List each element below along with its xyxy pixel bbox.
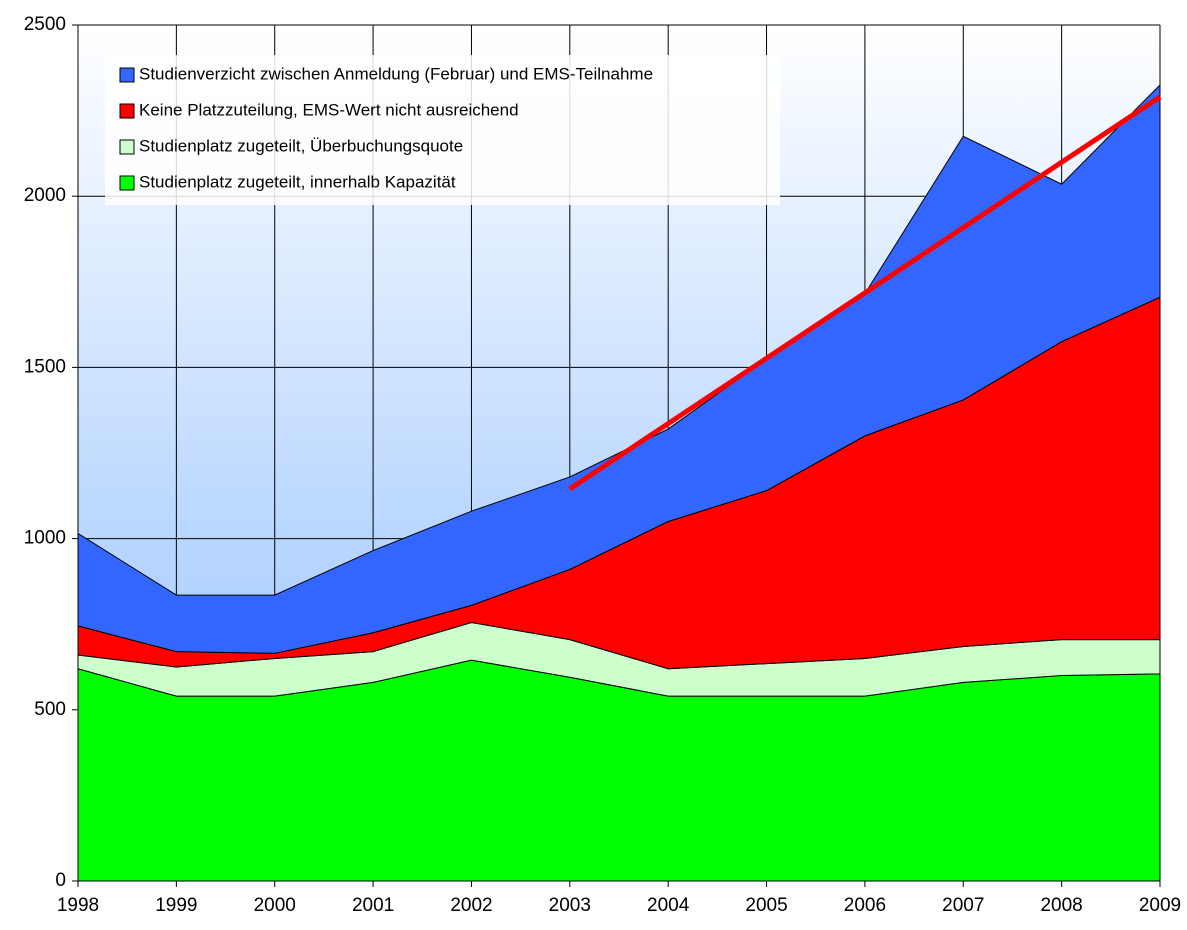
legend-swatch bbox=[119, 139, 135, 155]
x-tick-label: 2000 bbox=[254, 895, 296, 916]
x-tick-label: 2001 bbox=[352, 895, 394, 916]
legend-label: Studienplatz zugeteilt, innerhalb Kapazi… bbox=[139, 172, 456, 191]
x-tick-label: 2004 bbox=[647, 895, 690, 916]
x-tick-label: 1999 bbox=[155, 895, 197, 916]
x-tick-label: 2008 bbox=[1040, 895, 1082, 916]
trend-line bbox=[568, 94, 1162, 492]
legend-swatch bbox=[119, 175, 135, 191]
x-tick-label: 1998 bbox=[57, 895, 99, 916]
x-tick-label: 2003 bbox=[549, 895, 591, 916]
legend-label: Keine Platzzuteilung, EMS-Wert nicht aus… bbox=[139, 100, 519, 119]
x-tick-label: 2006 bbox=[844, 895, 886, 916]
legend-label: Studienverzicht zwischen Anmeldung (Febr… bbox=[139, 64, 653, 83]
legend-swatch bbox=[119, 67, 135, 83]
legend-box bbox=[105, 55, 780, 205]
y-tick-label: 1500 bbox=[24, 356, 66, 377]
x-tick-label: 2007 bbox=[942, 895, 984, 916]
y-tick-label: 500 bbox=[34, 699, 66, 720]
x-tick-label: 2002 bbox=[450, 895, 492, 916]
x-tick-label: 2005 bbox=[745, 895, 787, 916]
y-tick-label: 0 bbox=[55, 870, 66, 891]
y-tick-label: 2000 bbox=[24, 185, 66, 206]
y-tick-label: 2500 bbox=[24, 14, 66, 35]
legend-swatch bbox=[119, 103, 135, 119]
legend-label: Studienplatz zugeteilt, Überbuchungsquot… bbox=[139, 136, 463, 155]
x-tick-label: 2009 bbox=[1139, 895, 1181, 916]
y-tick-label: 1000 bbox=[24, 528, 66, 549]
legend: Studienverzicht zwischen Anmeldung (Febr… bbox=[105, 55, 780, 205]
area bbox=[77, 83, 1161, 654]
